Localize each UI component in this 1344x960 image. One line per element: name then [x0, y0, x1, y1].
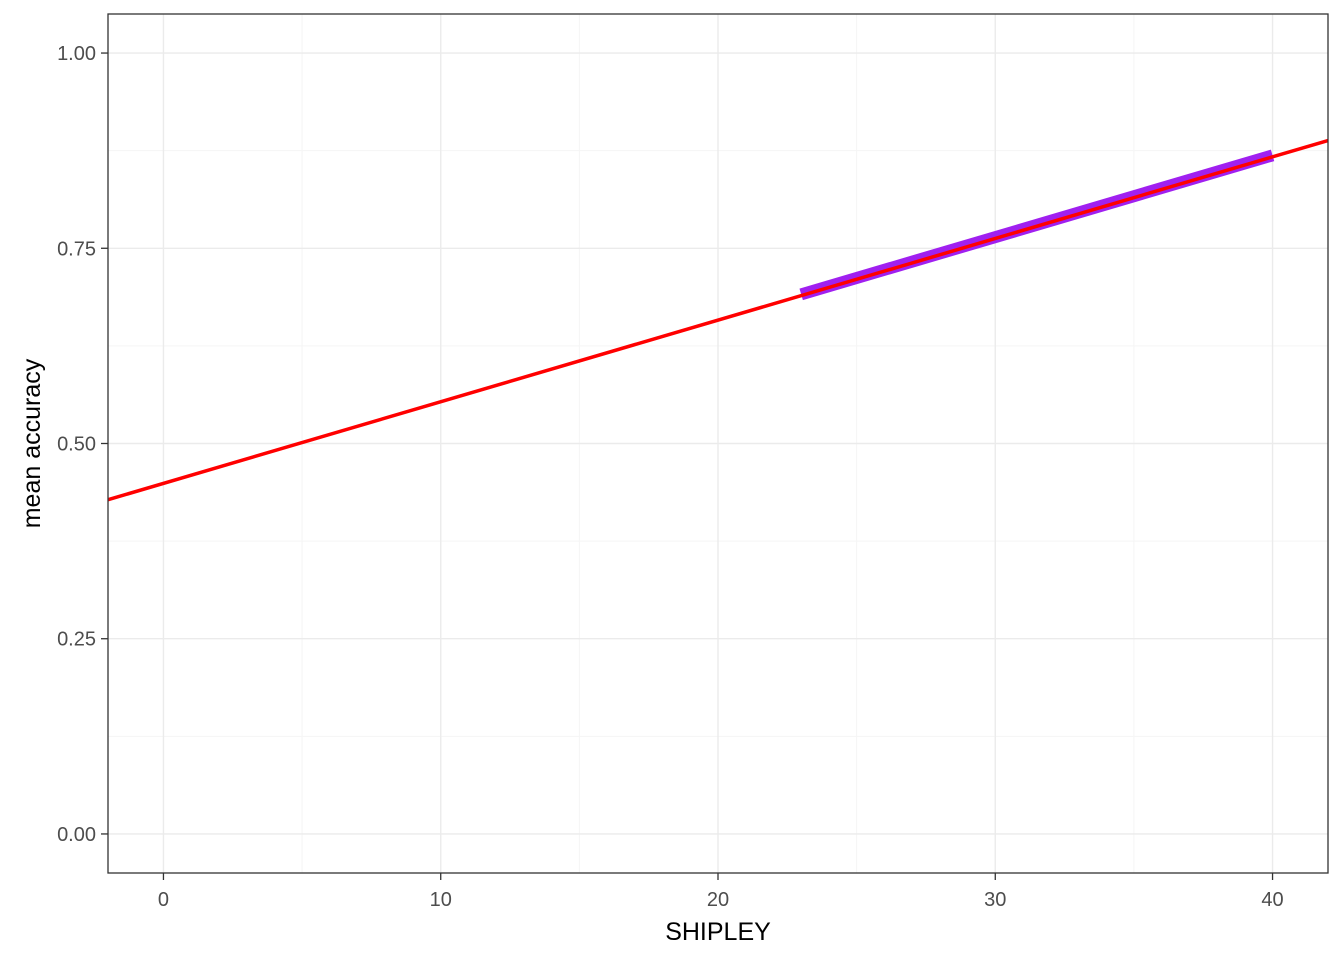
x-axis-title: SHIPLEY	[665, 918, 771, 946]
y-tick-label: 0.25	[57, 629, 96, 651]
x-tick-label: 0	[158, 889, 169, 911]
y-tick-label: 0.50	[57, 434, 96, 456]
x-axis: 0 10 20 30 40	[158, 873, 1284, 911]
x-tick-label: 10	[430, 889, 452, 911]
series-layer	[108, 138, 1328, 502]
grid	[108, 14, 1328, 873]
y-axis-title: mean accuracy	[18, 358, 46, 528]
y-tick-label: 0.75	[57, 238, 96, 260]
series-line-fit	[108, 138, 1328, 502]
x-tick-label: 20	[707, 889, 729, 911]
x-tick-label: 40	[1261, 889, 1283, 911]
y-tick-label: 0.00	[57, 824, 96, 846]
y-axis: 0.00 0.25 0.50 0.75 1.00	[57, 43, 108, 846]
y-tick-label: 1.00	[57, 43, 96, 65]
x-tick-label: 30	[984, 889, 1006, 911]
